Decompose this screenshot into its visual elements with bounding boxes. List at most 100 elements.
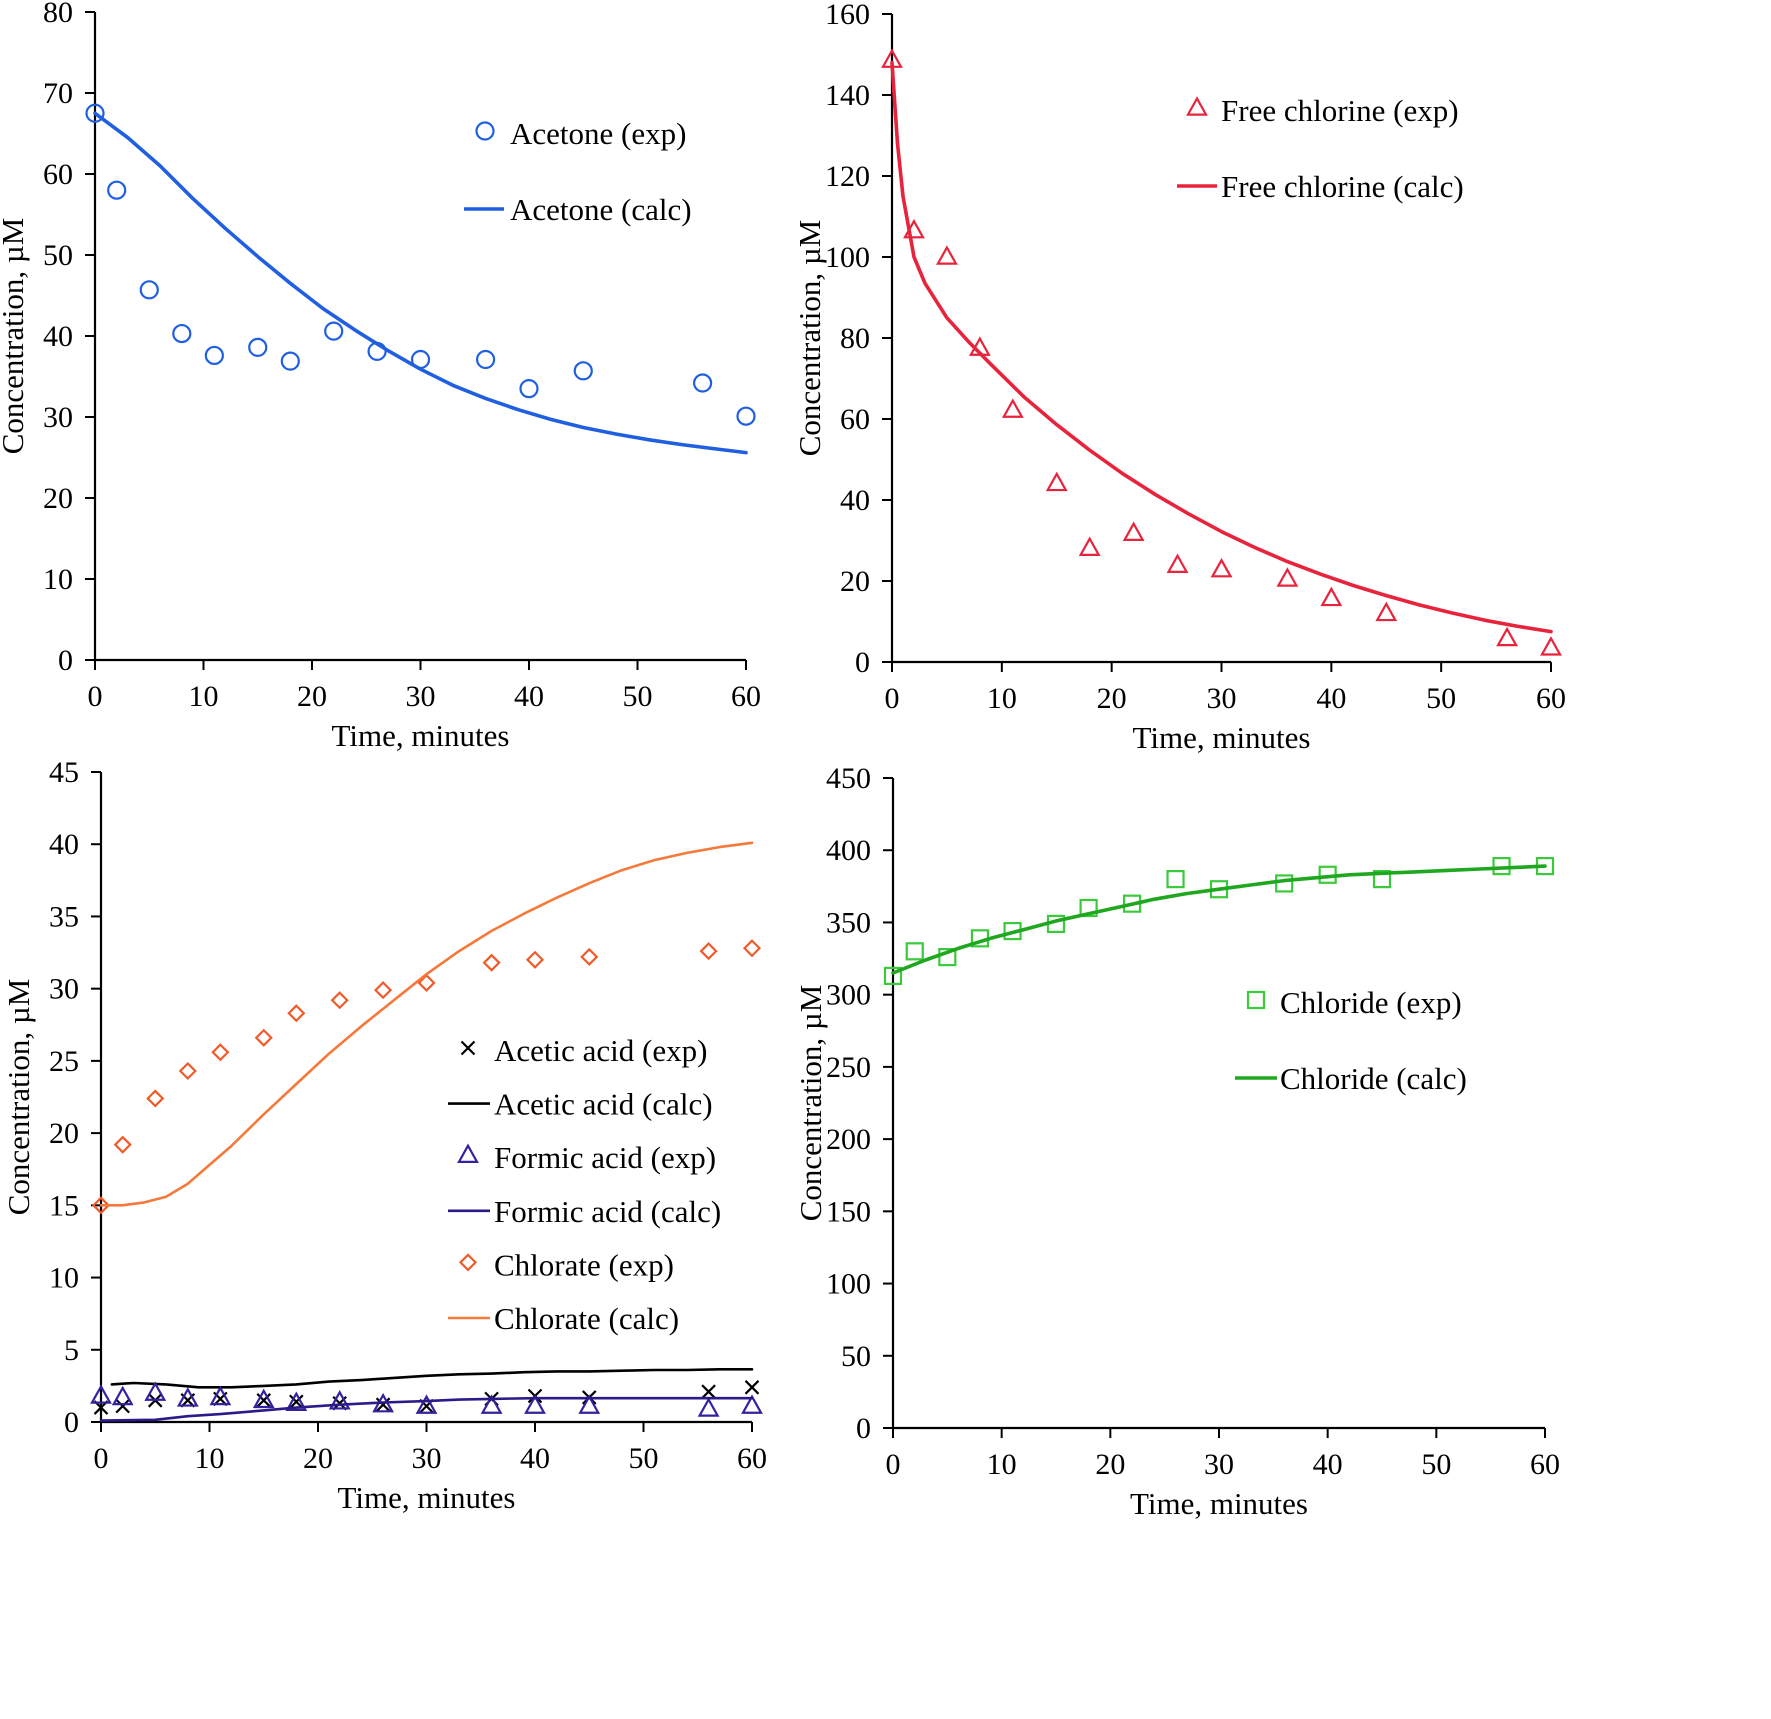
- y-tick-label: 80: [43, 0, 73, 29]
- series-line: [99, 841, 754, 1207]
- legend-entry: Acetone (calc): [464, 192, 692, 227]
- y-tick-label: 20: [840, 565, 870, 598]
- y-tick-label: 5: [64, 1334, 79, 1367]
- x-tick-label: 10: [987, 1448, 1017, 1481]
- data-point: [91, 1196, 111, 1215]
- series-2-3: [99, 1396, 754, 1422]
- y-tick-label: 120: [825, 160, 870, 193]
- data-point: [324, 321, 344, 341]
- series-line: [891, 864, 1547, 975]
- data-point: [254, 1028, 273, 1047]
- y-tick-label: 40: [49, 828, 79, 861]
- x-tick-label: 20: [1095, 1448, 1125, 1481]
- series-line: [110, 1368, 754, 1389]
- data-point: [1078, 536, 1101, 556]
- legend-marker-swatch: [460, 1040, 476, 1056]
- y-tick-label: 350: [826, 906, 871, 939]
- series-0-1: [93, 111, 748, 455]
- data-point: [1045, 471, 1068, 492]
- legend-label: Acetic acid (exp): [494, 1033, 707, 1068]
- chart-panel-2: 0 10 20 30 40 50 60 0 20 40 60 80 100 120 140 160 Time, …: [792, 0, 1566, 755]
- series-2-4: [91, 939, 762, 1215]
- y-tick-label: 15: [49, 1189, 79, 1222]
- data-point: [90, 1384, 112, 1404]
- y-tick-label: 60: [43, 158, 73, 191]
- x-tick-label: 30: [406, 680, 436, 713]
- y-tick-label: 50: [43, 239, 73, 272]
- chart-panel-3: 0 10 20 30 40 50 60 0 5 10 15 20 25 30 35 40 45 Time, min…: [1, 756, 767, 1515]
- x-tick-label: 30: [1204, 1448, 1234, 1481]
- x-tick-label: 10: [189, 680, 219, 713]
- y-tick-label: 250: [826, 1051, 871, 1084]
- x-tick-label: 50: [1421, 1448, 1451, 1481]
- data-point: [697, 1397, 720, 1417]
- y-tick-label: 100: [826, 1268, 871, 1301]
- legend-label: Acetic acid (calc): [494, 1087, 713, 1122]
- legend-entry: Chlorate (exp): [458, 1247, 674, 1282]
- data-point: [1496, 626, 1518, 647]
- x-tick-label: 40: [1316, 682, 1346, 715]
- data-point: [172, 323, 192, 344]
- data-point: [256, 1393, 272, 1408]
- data-point: [374, 981, 393, 1000]
- y-axis-label: Concentration, µM: [792, 220, 827, 457]
- legend-entry: Free chlorine (calc): [1177, 169, 1464, 204]
- data-point: [580, 947, 599, 966]
- data-point: [330, 991, 349, 1010]
- data-point: [111, 1385, 134, 1406]
- x-tick-label: 30: [1207, 682, 1237, 715]
- x-axis-label: Time, minutes: [1130, 1486, 1308, 1521]
- x-tick-label: 60: [737, 1442, 767, 1475]
- x-axis-label: Time, minutes: [332, 718, 510, 753]
- y-tick-label: 450: [826, 762, 871, 795]
- legend-entry: Chloride (exp): [1246, 985, 1462, 1020]
- series-2-5: [99, 841, 754, 1207]
- data-point: [204, 345, 224, 366]
- series-1-1: [890, 60, 1553, 634]
- legend-marker-swatch: [458, 1253, 478, 1272]
- legend-marker-swatch: [457, 1143, 479, 1163]
- x-axis-label: Time, minutes: [1133, 720, 1311, 755]
- data-point: [1320, 586, 1343, 607]
- data-point: [1210, 557, 1233, 578]
- y-tick-label: 300: [826, 979, 871, 1012]
- y-tick-label: 160: [825, 0, 870, 31]
- data-point: [936, 245, 958, 265]
- legend-label: Formic acid (calc): [494, 1194, 721, 1229]
- data-point: [744, 1380, 760, 1395]
- chart-panel-1: 0 10 20 30 40 50 60 0 10 20 30 40 50 60 70 80 Time, minu…: [0, 0, 761, 753]
- data-point: [285, 1391, 308, 1411]
- y-tick-label: 30: [43, 401, 73, 434]
- data-point: [1275, 874, 1294, 893]
- data-point: [525, 950, 545, 969]
- y-tick-label: 30: [49, 973, 79, 1006]
- data-point: [85, 103, 105, 123]
- y-axis-label: Concentration, µM: [0, 218, 30, 455]
- legend-entry: Chloride (calc): [1235, 1061, 1467, 1096]
- x-tick-label: 10: [987, 682, 1017, 715]
- data-point: [699, 942, 718, 961]
- data-point: [252, 1388, 275, 1409]
- x-tick-label: 10: [195, 1442, 225, 1475]
- data-point: [415, 1394, 438, 1414]
- legend-label: Chlorate (calc): [494, 1301, 679, 1336]
- y-tick-label: 40: [43, 320, 73, 353]
- legend-label: Chloride (calc): [1280, 1061, 1467, 1096]
- chart-panel-4: 0 10 20 30 40 50 60 0 50 100 150 200 250 300 350 400 450…: [793, 762, 1560, 1521]
- x-axis-label: Time, minutes: [338, 1480, 516, 1515]
- data-point: [115, 1398, 130, 1414]
- data-point: [280, 351, 300, 371]
- x-tick-label: 0: [885, 682, 900, 715]
- y-tick-label: 25: [49, 1045, 79, 1078]
- legend-marker-swatch: [475, 121, 495, 141]
- data-point: [1001, 398, 1024, 418]
- y-tick-label: 200: [826, 1123, 871, 1156]
- y-axis-label: Concentration, µM: [793, 985, 828, 1222]
- series-line: [890, 60, 1553, 634]
- data-point: [248, 337, 268, 357]
- legend-entry: Acetic acid (calc): [448, 1087, 713, 1122]
- data-point: [1122, 521, 1145, 541]
- data-point: [578, 1394, 601, 1414]
- y-tick-label: 20: [49, 1117, 79, 1150]
